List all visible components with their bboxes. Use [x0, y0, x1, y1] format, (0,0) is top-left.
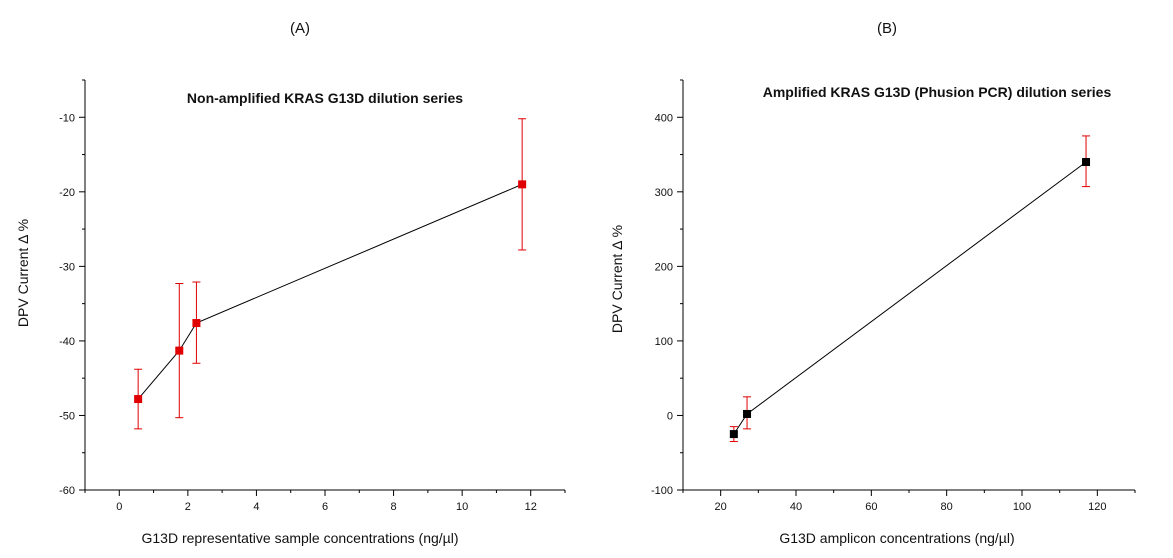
x-tick-label-a: 6: [322, 501, 328, 513]
panel-label-b: (B): [877, 20, 897, 37]
data-point-a: [518, 180, 527, 189]
data-point-b: [729, 430, 738, 439]
y-axis-label-b: DPV Current Δ %: [609, 225, 625, 333]
chart-panel-a: (A) Non-amplified KRAS G13D dilution ser…: [15, 20, 566, 546]
y-tick-label-a: -40: [59, 336, 75, 348]
data-point-b: [1082, 158, 1091, 166]
data-point-a: [134, 395, 143, 404]
y-tick-label-b: 200: [655, 261, 673, 273]
x-tick-label-b: 40: [790, 501, 802, 513]
data-point-a: [192, 319, 201, 328]
y-tick-label-b: 400: [655, 112, 673, 124]
y-tick-label-b: -100: [651, 485, 673, 497]
y-tick-label-a: -30: [59, 261, 75, 273]
chart-title-b: Amplified KRAS G13D (Phusion PCR) diluti…: [763, 84, 1112, 100]
plot-area-b: 20 40 60 80 100 120 -100 0 100 200 300 400: [651, 79, 1136, 513]
x-tick-label-b: 20: [715, 501, 727, 513]
y-tick-label-a: -50: [59, 410, 75, 422]
x-axis-label-b: G13D amplicon concentrations (ng/µl): [779, 530, 1014, 546]
x-tick-label-b: 120: [1088, 501, 1106, 513]
y-tick-label-b: 0: [667, 410, 673, 422]
chart-panel-b: (B) Amplified KRAS G13D (Phusion PCR) di…: [609, 20, 1136, 546]
y-tick-label-b: 300: [655, 187, 673, 199]
x-tick-label-a: 12: [525, 501, 537, 513]
x-tick-label-a: 10: [456, 501, 468, 513]
series-line-a: [137, 183, 523, 400]
plot-area-a: 0 2 4 6 8 10 12 -60 -50 -40 -30 -20 -10: [59, 79, 566, 513]
x-tick-label-a: 0: [116, 501, 122, 513]
series-line-b: [733, 161, 1087, 435]
x-axis-label-a: G13D representative sample concentration…: [142, 530, 459, 546]
y-tick-label-a: -60: [59, 485, 75, 497]
y-tick-label-a: -10: [59, 112, 75, 124]
x-tick-label-a: 8: [391, 501, 397, 513]
y-tick-label-b: 100: [655, 336, 673, 348]
panel-label-a: (A): [290, 20, 310, 37]
data-point-b: [743, 409, 752, 418]
x-tick-label-a: 4: [253, 501, 259, 513]
data-point-a: [175, 346, 184, 355]
x-tick-label-b: 60: [865, 501, 877, 513]
y-tick-label-a: -20: [59, 187, 75, 199]
x-tick-label-b: 100: [1013, 501, 1031, 513]
x-tick-label-b: 80: [941, 501, 953, 513]
chart-title-a: Non-amplified KRAS G13D dilution series: [187, 90, 463, 106]
x-tick-label-a: 2: [185, 501, 191, 513]
y-axis-label-a: DPV Current Δ %: [15, 219, 31, 327]
